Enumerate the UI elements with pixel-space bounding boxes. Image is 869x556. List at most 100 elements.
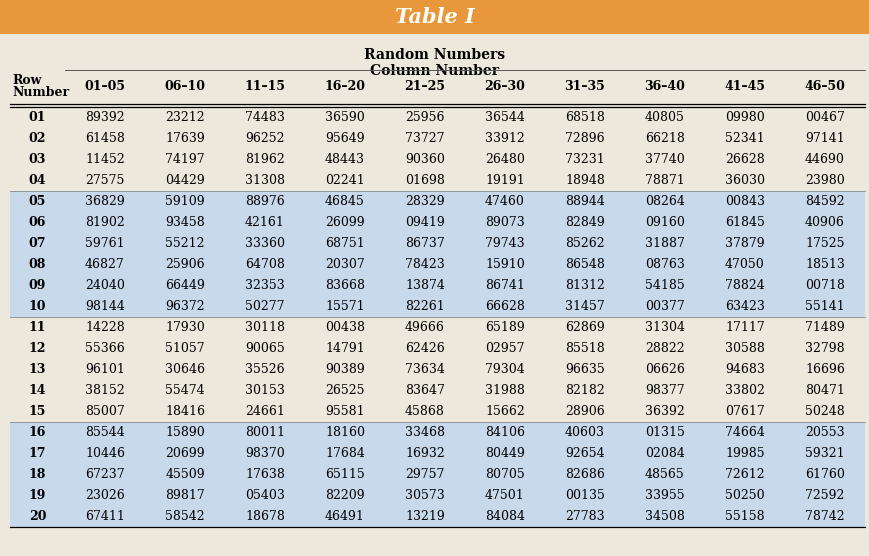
Text: 02241: 02241 xyxy=(325,174,364,187)
Text: 14: 14 xyxy=(29,384,46,397)
Bar xyxy=(10,296,864,317)
Text: 28906: 28906 xyxy=(565,405,604,418)
Text: 48443: 48443 xyxy=(325,153,365,166)
Text: 85262: 85262 xyxy=(565,237,604,250)
Text: 13874: 13874 xyxy=(405,279,444,292)
Text: 32798: 32798 xyxy=(805,342,844,355)
Text: 47460: 47460 xyxy=(485,195,524,208)
Text: Number: Number xyxy=(12,87,69,100)
Text: 78423: 78423 xyxy=(405,258,444,271)
Text: 30573: 30573 xyxy=(405,489,444,502)
Text: 64708: 64708 xyxy=(245,258,285,271)
Text: 01698: 01698 xyxy=(405,174,444,187)
Text: 79743: 79743 xyxy=(485,237,524,250)
Text: 82182: 82182 xyxy=(565,384,604,397)
Text: 26–30: 26–30 xyxy=(484,80,525,92)
Text: 00467: 00467 xyxy=(804,111,844,124)
Text: 74483: 74483 xyxy=(245,111,285,124)
Text: 68518: 68518 xyxy=(564,111,604,124)
Text: 74197: 74197 xyxy=(165,153,204,166)
Text: 15910: 15910 xyxy=(485,258,524,271)
Text: 31308: 31308 xyxy=(245,174,285,187)
Text: 45509: 45509 xyxy=(165,468,204,481)
Text: 82849: 82849 xyxy=(565,216,604,229)
Text: 78742: 78742 xyxy=(805,510,844,523)
Bar xyxy=(10,317,864,338)
Text: 00377: 00377 xyxy=(645,300,684,313)
Bar xyxy=(10,401,864,422)
Text: 03: 03 xyxy=(29,153,46,166)
Bar xyxy=(10,191,864,212)
Text: 84084: 84084 xyxy=(484,510,524,523)
Text: 31304: 31304 xyxy=(644,321,684,334)
Bar xyxy=(10,485,864,506)
Text: 46845: 46845 xyxy=(325,195,364,208)
Bar xyxy=(10,275,864,296)
Text: 09: 09 xyxy=(29,279,46,292)
Text: 66628: 66628 xyxy=(485,300,524,313)
Text: 42161: 42161 xyxy=(245,216,285,229)
Text: 23026: 23026 xyxy=(85,489,125,502)
Bar xyxy=(10,149,864,170)
Text: 11: 11 xyxy=(29,321,46,334)
Text: 55212: 55212 xyxy=(165,237,204,250)
Text: 90389: 90389 xyxy=(325,363,364,376)
Text: 38152: 38152 xyxy=(85,384,125,397)
Text: 19191: 19191 xyxy=(485,174,524,187)
Text: 50277: 50277 xyxy=(245,300,284,313)
Text: 72612: 72612 xyxy=(725,468,764,481)
Text: 62426: 62426 xyxy=(405,342,444,355)
Text: 08763: 08763 xyxy=(644,258,684,271)
Text: 90065: 90065 xyxy=(245,342,284,355)
Text: 55158: 55158 xyxy=(725,510,764,523)
Text: 51057: 51057 xyxy=(165,342,204,355)
Text: 73231: 73231 xyxy=(565,153,604,166)
Text: 85544: 85544 xyxy=(85,426,125,439)
Text: 40805: 40805 xyxy=(644,111,684,124)
Text: 17: 17 xyxy=(29,447,46,460)
Text: 63423: 63423 xyxy=(724,300,764,313)
Text: 35526: 35526 xyxy=(245,363,284,376)
Text: 02: 02 xyxy=(29,132,46,145)
Text: 98144: 98144 xyxy=(85,300,125,313)
Text: 01–05: 01–05 xyxy=(84,80,125,92)
Bar xyxy=(10,212,864,233)
Text: 65115: 65115 xyxy=(325,468,364,481)
Text: 82686: 82686 xyxy=(564,468,604,481)
Text: 26099: 26099 xyxy=(325,216,364,229)
Text: 61845: 61845 xyxy=(724,216,764,229)
Text: 30118: 30118 xyxy=(245,321,285,334)
Text: 46491: 46491 xyxy=(325,510,364,523)
Text: 05: 05 xyxy=(29,195,46,208)
Text: 82209: 82209 xyxy=(325,489,364,502)
Text: 54185: 54185 xyxy=(645,279,684,292)
Text: 30646: 30646 xyxy=(165,363,205,376)
Text: 36030: 36030 xyxy=(724,174,764,187)
Text: 95649: 95649 xyxy=(325,132,364,145)
Text: 15662: 15662 xyxy=(485,405,524,418)
Text: 92654: 92654 xyxy=(565,447,604,460)
Text: 17525: 17525 xyxy=(805,237,844,250)
Text: 94683: 94683 xyxy=(724,363,764,376)
Text: 96252: 96252 xyxy=(245,132,284,145)
Text: 00718: 00718 xyxy=(804,279,844,292)
Text: 31457: 31457 xyxy=(565,300,604,313)
Text: Random Numbers: Random Numbers xyxy=(364,48,505,62)
Text: 74664: 74664 xyxy=(724,426,764,439)
Text: 28329: 28329 xyxy=(405,195,444,208)
Text: 00135: 00135 xyxy=(564,489,604,502)
Text: 08: 08 xyxy=(29,258,46,271)
Bar xyxy=(10,506,864,527)
Text: 78871: 78871 xyxy=(645,174,684,187)
Text: 20699: 20699 xyxy=(165,447,204,460)
Text: 67411: 67411 xyxy=(85,510,125,523)
Bar xyxy=(10,338,864,359)
Text: 07: 07 xyxy=(29,237,46,250)
Text: 19: 19 xyxy=(29,489,46,502)
Bar xyxy=(10,443,864,464)
Text: 05403: 05403 xyxy=(245,489,285,502)
Text: 14228: 14228 xyxy=(85,321,125,334)
Text: 18948: 18948 xyxy=(564,174,604,187)
Text: 31–35: 31–35 xyxy=(564,80,605,92)
Text: 02084: 02084 xyxy=(644,447,684,460)
